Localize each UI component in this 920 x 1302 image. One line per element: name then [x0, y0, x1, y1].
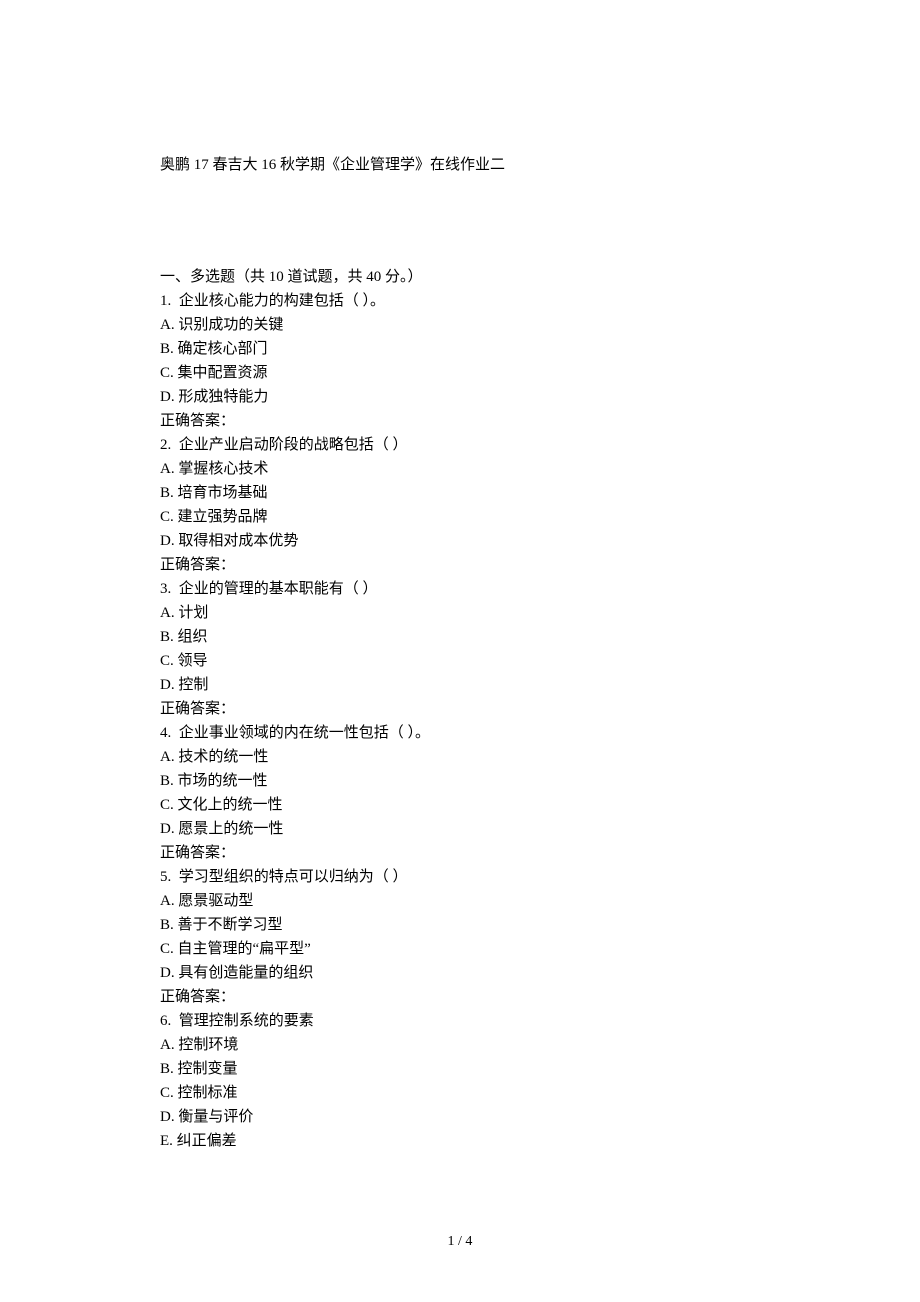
question-option: D. 取得相对成本优势	[160, 529, 760, 553]
page-content: 奥鹏 17 春吉大 16 秋学期《企业管理学》在线作业二 一、多选题（共 10 …	[0, 0, 920, 1203]
question-stem: 5. 学习型组织的特点可以归纳为（ ）	[160, 865, 760, 889]
question-option: B. 培育市场基础	[160, 481, 760, 505]
answer-label: 正确答案：	[160, 985, 760, 1009]
document-title: 奥鹏 17 春吉大 16 秋学期《企业管理学》在线作业二	[160, 153, 760, 177]
question-option: A. 掌握核心技术	[160, 457, 760, 481]
question-option: C. 领导	[160, 649, 760, 673]
question-block: 2. 企业产业启动阶段的战略包括（ ）A. 掌握核心技术B. 培育市场基础C. …	[160, 433, 760, 577]
question-block: 6. 管理控制系统的要素A. 控制环境B. 控制变量C. 控制标准D. 衡量与评…	[160, 1009, 760, 1153]
page-footer: 1 / 4	[0, 1234, 920, 1250]
question-option: E. 纠正偏差	[160, 1129, 760, 1153]
question-block: 4. 企业事业领域的内在统一性包括（ ）。A. 技术的统一性B. 市场的统一性C…	[160, 721, 760, 865]
answer-label: 正确答案：	[160, 697, 760, 721]
question-option: C. 控制标准	[160, 1081, 760, 1105]
question-option: A. 技术的统一性	[160, 745, 760, 769]
answer-label: 正确答案：	[160, 841, 760, 865]
question-option: C. 集中配置资源	[160, 361, 760, 385]
question-stem: 6. 管理控制系统的要素	[160, 1009, 760, 1033]
question-option: B. 组织	[160, 625, 760, 649]
question-option: D. 愿景上的统一性	[160, 817, 760, 841]
question-option: C. 自主管理的“扁平型”	[160, 937, 760, 961]
question-option: A. 计划	[160, 601, 760, 625]
question-option: B. 善于不断学习型	[160, 913, 760, 937]
question-option: A. 识别成功的关键	[160, 313, 760, 337]
question-option: A. 控制环境	[160, 1033, 760, 1057]
question-stem: 4. 企业事业领域的内在统一性包括（ ）。	[160, 721, 760, 745]
question-option: A. 愿景驱动型	[160, 889, 760, 913]
question-option: C. 文化上的统一性	[160, 793, 760, 817]
question-stem: 2. 企业产业启动阶段的战略包括（ ）	[160, 433, 760, 457]
question-option: B. 控制变量	[160, 1057, 760, 1081]
question-stem: 1. 企业核心能力的构建包括（ ）。	[160, 289, 760, 313]
section-heading: 一、多选题（共 10 道试题，共 40 分。）	[160, 265, 760, 289]
question-option: D. 衡量与评价	[160, 1105, 760, 1129]
answer-label: 正确答案：	[160, 553, 760, 577]
question-block: 1. 企业核心能力的构建包括（ ）。A. 识别成功的关键B. 确定核心部门C. …	[160, 289, 760, 433]
question-stem: 3. 企业的管理的基本职能有（ ）	[160, 577, 760, 601]
questions-container: 1. 企业核心能力的构建包括（ ）。A. 识别成功的关键B. 确定核心部门C. …	[160, 289, 760, 1153]
question-block: 5. 学习型组织的特点可以归纳为（ ）A. 愿景驱动型B. 善于不断学习型C. …	[160, 865, 760, 1009]
question-option: D. 具有创造能量的组织	[160, 961, 760, 985]
question-option: D. 形成独特能力	[160, 385, 760, 409]
question-option: C. 建立强势品牌	[160, 505, 760, 529]
question-option: B. 确定核心部门	[160, 337, 760, 361]
question-option: B. 市场的统一性	[160, 769, 760, 793]
question-option: D. 控制	[160, 673, 760, 697]
answer-label: 正确答案：	[160, 409, 760, 433]
question-block: 3. 企业的管理的基本职能有（ ）A. 计划B. 组织C. 领导D. 控制正确答…	[160, 577, 760, 721]
